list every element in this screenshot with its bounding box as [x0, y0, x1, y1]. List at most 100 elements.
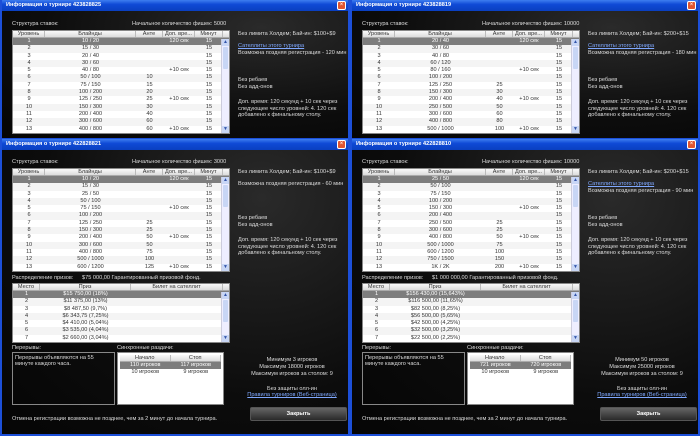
table-row[interactable]: 1 20 / 40 120 сек 15 [363, 38, 579, 46]
table-row[interactable]: 4 100 / 200 15 [363, 197, 579, 206]
scroll-up-icon[interactable]: ▲ [572, 292, 579, 299]
column-header[interactable]: Доп. вре... [513, 31, 545, 37]
scrollbar[interactable]: ▲ ▼ [571, 39, 579, 133]
column-header[interactable]: Билет на сателлит [131, 284, 223, 290]
column-header[interactable]: Доп. вре... [513, 169, 545, 175]
scrollbar[interactable]: ▲ ▼ [571, 177, 579, 271]
scroll-up-icon[interactable]: ▲ [222, 177, 229, 184]
column-header[interactable]: Блайнды [395, 31, 486, 37]
column-header[interactable]: Минут [545, 31, 573, 37]
table-row[interactable]: 12 400 / 800 80 15 [363, 118, 579, 126]
scroll-thumb[interactable] [223, 300, 228, 322]
table-row[interactable]: 4 $56 500,00 (5,65%) [363, 312, 579, 321]
table-row[interactable]: 12 300 / 600 60 15 [13, 118, 229, 126]
table-row[interactable]: 12 500 / 1000 100 15 [13, 256, 229, 264]
scroll-thumb[interactable] [573, 47, 578, 69]
close-icon[interactable]: × [687, 140, 696, 149]
rules-link[interactable]: Правила турниров (Веб-страница) [247, 392, 337, 398]
column-header[interactable]: Доп. вре... [163, 169, 195, 175]
table-row[interactable]: 1 $156 430,00 (15,643%) [363, 291, 579, 299]
column-header[interactable]: Анте [136, 31, 163, 37]
scrollbar[interactable]: ▲ ▼ [221, 292, 229, 342]
column-header[interactable]: Приз [40, 284, 131, 290]
satellites-link[interactable]: Сателлиты этого турнира [588, 43, 655, 49]
close-icon[interactable]: × [687, 1, 696, 10]
table-row[interactable]: 4 50 / 100 15 [13, 197, 229, 206]
table-row[interactable]: 6 $32 500,00 (3,25%) [363, 327, 579, 335]
scroll-up-icon[interactable]: ▲ [572, 39, 579, 46]
table-row[interactable]: 5 40 / 80 +10 сек 15 [13, 67, 229, 74]
close-button[interactable]: Закрыть [250, 407, 347, 421]
table-row[interactable]: 5 $42 500,00 (4,25%) [363, 320, 579, 327]
table-row[interactable]: 1 25 / 50 120 сек 15 [363, 176, 579, 184]
scroll-down-icon[interactable]: ▼ [222, 264, 229, 271]
column-header[interactable]: Уровень [363, 31, 395, 37]
table-row[interactable]: 3 $8 487,50 (9,7%) [13, 306, 229, 313]
column-header[interactable]: Место [363, 284, 390, 290]
table-row[interactable]: 1 $15 750,00 (18%) [13, 291, 229, 299]
table-row[interactable]: 3 20 / 40 15 [13, 53, 229, 60]
table-row[interactable]: 2 50 / 100 15 [363, 183, 579, 191]
column-header[interactable]: Блайнды [395, 169, 486, 175]
column-header[interactable]: Анте [486, 169, 513, 175]
table-row[interactable]: 7 $2 660,00 (3,04%) [13, 335, 229, 342]
column-header[interactable]: Анте [136, 169, 163, 175]
table-row[interactable]: 10 300 / 600 50 15 [13, 241, 229, 249]
table-row[interactable]: 3 40 / 80 15 [363, 53, 579, 60]
table-row[interactable]: 11 400 / 800 75 15 [13, 249, 229, 256]
table-row[interactable]: 6 100 / 200 15 [13, 212, 229, 220]
table-row[interactable]: 8 150 / 300 30 15 [363, 89, 579, 97]
table-row[interactable]: 4 30 / 60 15 [13, 59, 229, 68]
scroll-thumb[interactable] [573, 300, 578, 322]
table-row[interactable]: 3 25 / 50 15 [13, 191, 229, 198]
column-header[interactable]: Уровень [13, 31, 45, 37]
table-row[interactable]: 13 600 / 1200 125 +10 сек 15 [13, 264, 229, 271]
column-header[interactable]: Уровень [363, 169, 395, 175]
table-row[interactable]: 6 $3 535,00 (4,04%) [13, 327, 229, 335]
rules-link[interactable]: Правила турниров (Веб-страница) [597, 392, 687, 398]
table-row[interactable]: 7 $22 500,00 (2,25%) [363, 335, 579, 342]
table-row[interactable]: 1 10 / 20 120 сек 15 [13, 176, 229, 184]
table-row[interactable]: 9 400 / 800 50 +10 сек 15 [363, 234, 579, 241]
table-row[interactable]: 5 75 / 150 +10 сек 15 [13, 205, 229, 212]
column-header[interactable]: Приз [390, 284, 481, 290]
table-row[interactable]: 12 750 / 1500 150 15 [363, 256, 579, 264]
table-row[interactable]: 2 15 / 30 15 [13, 45, 229, 53]
scroll-thumb[interactable] [223, 185, 228, 207]
table-row[interactable]: 6 50 / 100 10 15 [13, 74, 229, 82]
scrollbar[interactable]: ▲ ▼ [221, 177, 229, 271]
table-row[interactable]: 10 500 / 1000 75 15 [363, 241, 579, 249]
column-header[interactable]: Минут [545, 169, 573, 175]
table-row[interactable]: 2 30 / 60 15 [363, 45, 579, 53]
table-row[interactable]: 10 250 / 500 50 15 [363, 103, 579, 111]
scroll-down-icon[interactable]: ▼ [222, 126, 229, 133]
scroll-down-icon[interactable]: ▼ [572, 335, 579, 342]
table-row[interactable]: 8 150 / 300 25 15 [13, 227, 229, 235]
table-row[interactable]: 2 15 / 30 15 [13, 183, 229, 191]
table-row[interactable]: 4 60 / 120 15 [363, 59, 579, 68]
column-header[interactable]: Минут [195, 169, 223, 175]
scroll-down-icon[interactable]: ▼ [222, 335, 229, 342]
scroll-up-icon[interactable]: ▲ [222, 39, 229, 46]
scroll-up-icon[interactable]: ▲ [222, 292, 229, 299]
table-row[interactable]: 3 $82 500,00 (8,25%) [363, 306, 579, 313]
column-header[interactable]: Блайнды [45, 31, 136, 37]
scrollbar[interactable]: ▲ ▼ [221, 39, 229, 133]
table-row[interactable]: 13 1K / 2K 200 +10 сек 15 [363, 264, 579, 271]
table-row[interactable]: 7 125 / 250 25 15 [13, 220, 229, 227]
column-header[interactable]: Уровень [13, 169, 45, 175]
table-row[interactable]: 5 150 / 300 +10 сек 15 [363, 205, 579, 212]
table-row[interactable]: 7 125 / 250 25 15 [363, 82, 579, 89]
table-row[interactable]: 8 300 / 600 25 15 [363, 227, 579, 235]
table-row[interactable]: 8 100 / 200 20 15 [13, 89, 229, 97]
scroll-thumb[interactable] [223, 47, 228, 69]
column-header[interactable]: Минут [195, 31, 223, 37]
satellites-link[interactable]: Сателлиты этого турнира [238, 43, 305, 49]
table-row[interactable]: 5 $4 410,00 (5,04%) [13, 320, 229, 327]
table-row[interactable]: 11 600 / 1200 100 15 [363, 249, 579, 256]
table-row[interactable]: 7 250 / 500 25 15 [363, 220, 579, 227]
column-header[interactable]: Блайнды [45, 169, 136, 175]
table-row[interactable]: 1 10 / 20 120 сек 15 [13, 38, 229, 46]
scroll-down-icon[interactable]: ▼ [572, 264, 579, 271]
table-row[interactable]: 13 500 / 1000 100 +10 сек 15 [363, 126, 579, 133]
